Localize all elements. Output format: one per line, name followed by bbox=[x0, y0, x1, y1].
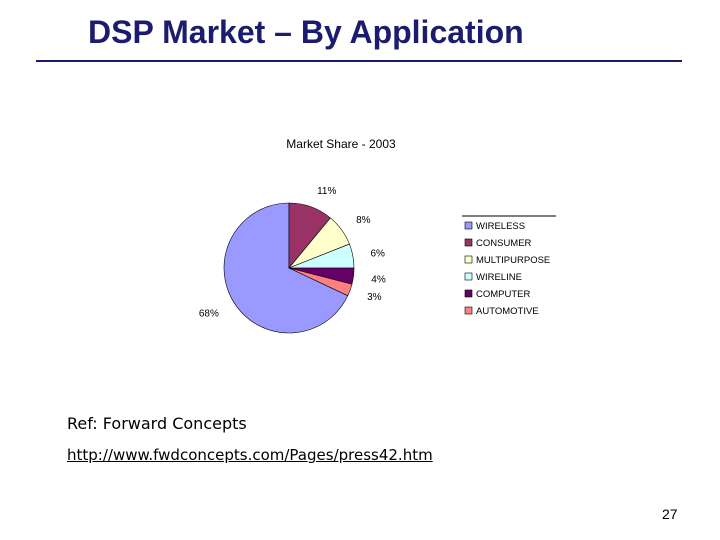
pie-slices bbox=[223, 202, 355, 334]
legend-swatch bbox=[464, 306, 473, 315]
pie-value-label: 11% bbox=[317, 186, 336, 197]
pie-value-label: 68% bbox=[199, 309, 219, 320]
pie-slice-wireless bbox=[223, 202, 349, 334]
legend-swatch bbox=[464, 221, 473, 230]
legend-label: WIRELESS bbox=[476, 221, 525, 232]
title-divider bbox=[36, 60, 682, 62]
pie-value-label: 4% bbox=[371, 274, 386, 285]
legend-swatch bbox=[464, 238, 473, 247]
pie-value-label: 3% bbox=[367, 292, 382, 303]
reference-link[interactable]: http://www.fwdconcepts.com/Pages/press42… bbox=[67, 446, 433, 464]
legend-label: MULTIPURPOSE bbox=[476, 255, 550, 266]
pie-value-label: 6% bbox=[371, 248, 386, 259]
legend-label: WIRELINE bbox=[476, 272, 522, 283]
legend-label: CONSUMER bbox=[476, 238, 532, 249]
page-number: 27 bbox=[662, 506, 678, 522]
pie-slice-automotive bbox=[288, 267, 353, 297]
legend-swatch bbox=[464, 272, 473, 281]
chart-legend: WIRELESS CONSUMER MULTIPURPOSE WIRELINE COMP… bbox=[464, 221, 550, 317]
legend-swatch bbox=[464, 255, 473, 264]
legend-label: AUTOMOTIVE bbox=[476, 306, 539, 317]
reference-label: Ref: Forward Concepts bbox=[67, 414, 247, 433]
pie-value-labels: 68% 11% 8% 6% 4% 3% bbox=[199, 186, 386, 320]
slide-title: DSP Market – By Application bbox=[88, 14, 524, 50]
legend-label: COMPUTER bbox=[476, 289, 531, 300]
legend-swatch bbox=[464, 289, 473, 298]
pie-value-label: 8% bbox=[356, 215, 371, 226]
chart-title: Market Share - 2003 bbox=[286, 137, 396, 151]
